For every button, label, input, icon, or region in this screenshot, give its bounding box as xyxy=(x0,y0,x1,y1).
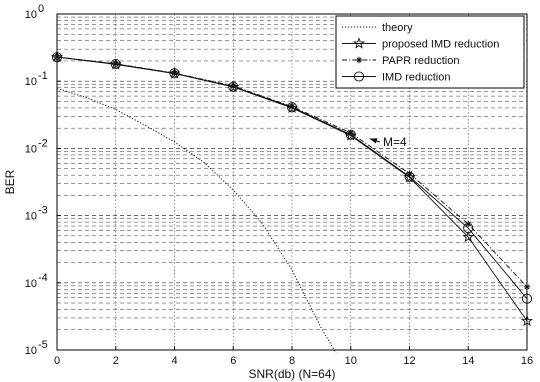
data-point-pentagram xyxy=(403,171,416,183)
y-tick-base: 10 xyxy=(25,345,37,357)
x-axis-ticks: 0 2 4 6 8 10 12 14 16 xyxy=(54,346,533,367)
series-layer xyxy=(51,50,533,354)
series-imd-reduction xyxy=(51,52,533,304)
legend-box xyxy=(335,15,525,89)
data-point-circle xyxy=(404,171,415,182)
y-tick-exponent: 0 xyxy=(38,3,44,15)
data-point-pentagram xyxy=(344,129,357,141)
legend-entry: theory xyxy=(342,22,413,34)
y-tick-exponent: -5 xyxy=(38,339,48,351)
legend-label: theory xyxy=(382,22,413,34)
data-point-circle xyxy=(110,58,121,70)
y-tick-exponent: -4 xyxy=(38,272,48,284)
y-tick-label: 10 xyxy=(25,143,37,155)
series-line xyxy=(56,87,337,354)
x-tick-label: 2 xyxy=(113,355,119,367)
data-point-star xyxy=(355,56,363,64)
legend-entry: IMD reduction xyxy=(342,71,450,84)
x-tick-label: 14 xyxy=(462,355,474,367)
y-tick-label: 10 xyxy=(25,76,37,88)
x-tick-label: 6 xyxy=(230,355,236,367)
x-tick-label: 4 xyxy=(171,355,177,367)
y-tick-exponent: -3 xyxy=(38,205,48,217)
y-tick-base: 10 xyxy=(25,9,37,21)
annotation-label: M=4 xyxy=(383,135,407,149)
x-axis-label: SNR(db) (N=64) xyxy=(248,367,335,381)
y-tick-base: 10 xyxy=(25,76,37,88)
y-tick-label: 10 xyxy=(25,345,37,357)
data-point-circle xyxy=(286,102,298,113)
y-tick-exponent: -2 xyxy=(38,137,48,149)
legend-label: proposed IMD reduction xyxy=(382,39,499,51)
x-tick-label: 12 xyxy=(403,355,415,367)
annotation-m4: M=4 xyxy=(369,135,407,149)
legend-entry: PAPR reduction xyxy=(342,55,459,67)
x-tick-label: 10 xyxy=(345,355,357,367)
data-point-circle xyxy=(353,71,365,82)
y-axis-label: BER xyxy=(3,169,17,194)
x-tick-label: 16 xyxy=(521,355,533,367)
y-tick-base: 10 xyxy=(25,278,37,290)
legend-label: PAPR reduction xyxy=(382,55,459,67)
y-tick-label: 10 xyxy=(25,211,37,223)
series-theory xyxy=(56,87,337,354)
y-tick-label: 10 xyxy=(25,9,37,21)
annotation-arrow-head xyxy=(369,138,378,144)
data-point-circle xyxy=(228,81,239,92)
y-tick-label: 10 xyxy=(25,278,37,290)
data-point-circle xyxy=(169,68,180,79)
legend-label: IMD reduction xyxy=(382,72,450,84)
y-tick-base: 10 xyxy=(25,143,37,155)
y-tick-base: 10 xyxy=(25,211,37,223)
data-point-circle xyxy=(345,129,356,140)
data-point-pentagram xyxy=(462,230,475,243)
legend: theory proposed IMD reduction PAPR reducti… xyxy=(335,15,525,89)
x-tick-label: 0 xyxy=(54,355,60,367)
legend-entry: proposed IMD reduction xyxy=(342,37,499,51)
series-line xyxy=(56,56,528,299)
data-point-circle xyxy=(463,223,474,234)
y-tick-exponent: -1 xyxy=(38,70,48,82)
x-tick-label: 8 xyxy=(289,355,295,367)
data-point-pentagram xyxy=(353,37,365,49)
